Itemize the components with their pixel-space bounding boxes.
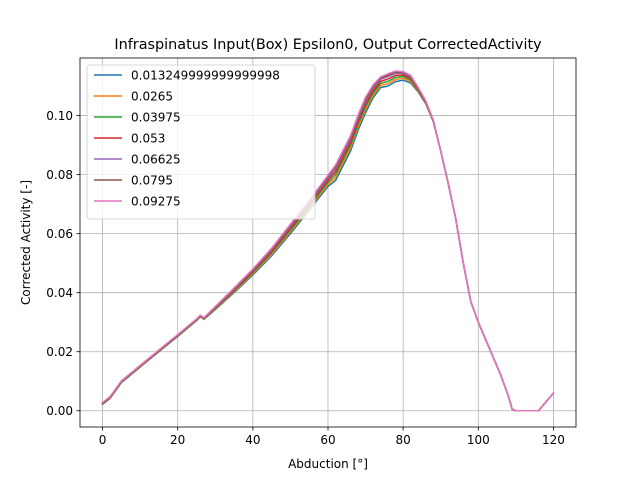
x-tick-label: 100 (467, 433, 490, 447)
y-tick-label: 0.08 (46, 168, 73, 182)
legend-entry-4: 0.06625 (131, 152, 181, 166)
legend-entry-2: 0.03975 (131, 110, 181, 124)
legend-entry-6: 0.09275 (131, 194, 181, 208)
x-tick-label: 20 (170, 433, 185, 447)
legend-entry-1: 0.0265 (131, 89, 173, 103)
y-tick-label: 0.10 (46, 109, 73, 123)
x-axis-label: Abduction [°] (288, 457, 368, 471)
y-axis-ticks: 0.00 0.02 0.04 0.06 0.08 0.10 (46, 109, 80, 418)
y-tick-label: 0.00 (46, 404, 73, 418)
y-tick-label: 0.06 (46, 227, 73, 241)
series-lines (101, 70, 555, 412)
x-axis-ticks: 0 20 40 60 80 100 120 (99, 427, 565, 447)
legend-box (86, 64, 316, 220)
legend-entry-5: 0.0795 (131, 173, 173, 187)
y-axis-label: Corrected Activity [-] (19, 180, 33, 305)
x-tick-label: 120 (542, 433, 565, 447)
legend-entry-3: 0.053 (131, 131, 165, 145)
legend-entry-0: 0.013249999999999998 (131, 68, 280, 82)
legend: 0.013249999999999998 0.0265 0.03975 0.053 0.… (86, 64, 316, 220)
y-tick-label: 0.02 (46, 345, 73, 359)
y-tick-label: 0.04 (46, 286, 73, 300)
chart-title: Infraspinatus Input(Box) Epsilon0, Outpu… (114, 37, 542, 53)
series-line-6 (101, 70, 555, 412)
x-tick-label: 80 (396, 433, 411, 447)
x-tick-label: 0 (99, 433, 107, 447)
x-tick-label: 60 (320, 433, 335, 447)
x-tick-label: 40 (245, 433, 260, 447)
